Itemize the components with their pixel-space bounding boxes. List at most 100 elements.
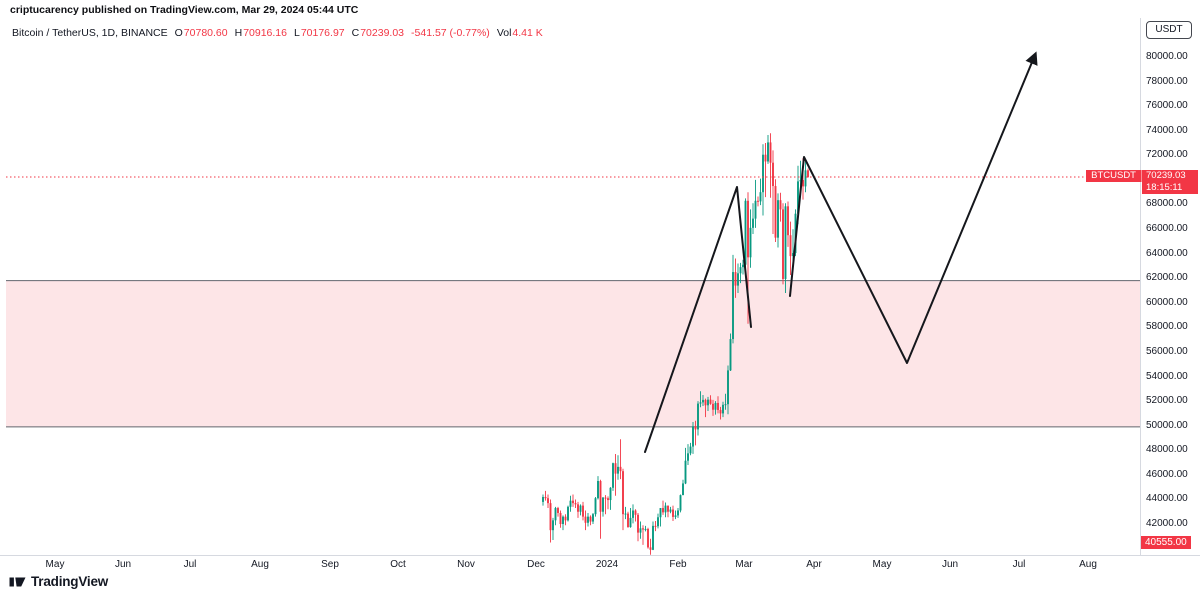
candle (694, 426, 697, 430)
candle (569, 500, 572, 507)
candle (734, 272, 737, 286)
tradingview-logo[interactable]: TradingView (9, 574, 108, 589)
candle (759, 192, 762, 202)
candle (642, 528, 644, 530)
close-value: 70239.03 (360, 27, 405, 39)
time-axis-label: Jul (183, 559, 197, 570)
low-value: 70176.97 (300, 27, 345, 39)
trend-line[interactable] (644, 186, 752, 453)
change-value: -541.57 (-0.77%) (411, 27, 490, 39)
price-axis-label: 58000.00 (1146, 321, 1188, 333)
candle (754, 200, 757, 219)
price-axis-label: 50000.00 (1146, 419, 1188, 431)
candle (612, 463, 614, 488)
candle (632, 510, 634, 518)
candle (622, 471, 624, 515)
candle (544, 496, 547, 499)
price-axis[interactable]: 80000.00 78000.00 76000.00 74000.00 72000.00… (1140, 18, 1200, 555)
candle (549, 503, 552, 531)
candle (554, 508, 557, 521)
candle (639, 528, 642, 533)
price-axis-label: 46000.00 (1146, 468, 1188, 480)
candle (557, 508, 559, 513)
candle (604, 497, 607, 499)
candle (572, 500, 574, 504)
time-axis-label: Sep (321, 559, 339, 570)
last-price-row: BTCUSDT 70239.03 (1086, 170, 1198, 182)
candle (599, 481, 602, 512)
footer: TradingView (9, 574, 108, 589)
candle (682, 483, 684, 496)
candle (647, 528, 649, 548)
candle (582, 505, 584, 517)
candle (697, 403, 699, 430)
candle (757, 200, 759, 202)
candle (607, 498, 609, 501)
candle (702, 399, 704, 403)
candle (559, 512, 562, 525)
forecast-arrow-line[interactable] (789, 51, 1038, 364)
price-level-badge: 40555.00 (1141, 536, 1191, 549)
candle (689, 446, 692, 454)
candle (614, 463, 617, 474)
candle (692, 426, 694, 447)
time-axis[interactable]: May Jun Jul Aug Sep Oct Nov Dec 2024 Feb Mar Apr May… (0, 555, 1140, 577)
time-axis-label: May (872, 559, 892, 570)
candle (802, 180, 804, 187)
candle (589, 516, 592, 522)
candle (779, 200, 782, 210)
currency-unit-toggle[interactable]: USDT (1146, 21, 1192, 39)
time-axis-label: Aug (251, 559, 269, 570)
candle (624, 513, 627, 515)
open-value: 70780.60 (183, 27, 228, 39)
candle (799, 180, 802, 182)
price-axis-label: 64000.00 (1146, 247, 1188, 259)
candle (627, 513, 629, 528)
candle (739, 267, 742, 274)
time-axis-label: Nov (457, 559, 475, 570)
price-axis-label: 66000.00 (1146, 223, 1188, 235)
candle (717, 402, 719, 410)
candle (727, 370, 729, 405)
price-axis-label: 54000.00 (1146, 370, 1188, 382)
candle (564, 516, 567, 521)
candle (664, 505, 667, 513)
close-label: C (351, 27, 360, 39)
candle (654, 525, 657, 527)
candle (704, 399, 707, 406)
time-axis-label: Feb (669, 559, 687, 570)
ohlc-high: H70916.16 (235, 27, 287, 39)
candle (767, 142, 769, 162)
candle (744, 200, 747, 265)
candle (634, 510, 637, 515)
candle (547, 498, 549, 504)
candle (782, 209, 784, 279)
candle (562, 516, 564, 525)
symbol-description[interactable]: Bitcoin / TetherUS, 1D, BINANCE (12, 27, 168, 39)
candle (707, 399, 709, 406)
candle (714, 402, 717, 410)
candle (719, 409, 722, 414)
candle (629, 517, 632, 528)
time-axis-label: May (45, 559, 65, 570)
candle (567, 506, 569, 521)
candle (649, 547, 652, 550)
price-axis-label: 62000.00 (1146, 272, 1188, 284)
candle (737, 273, 739, 286)
candle (774, 186, 777, 238)
candle (579, 505, 582, 512)
price-axis-label: 72000.00 (1146, 149, 1188, 161)
time-axis-label: Dec (527, 559, 545, 570)
time-axis-label: 2024 (595, 559, 619, 570)
support-zone[interactable] (6, 280, 1140, 427)
candle (617, 466, 619, 474)
price-axis-label: 76000.00 (1146, 100, 1188, 112)
candle (797, 181, 799, 214)
price-axis-label: 52000.00 (1146, 395, 1188, 407)
high-label: H (234, 27, 243, 39)
candle (742, 264, 744, 268)
time-axis-label: Oct (390, 559, 406, 570)
high-value: 70916.16 (243, 27, 287, 39)
